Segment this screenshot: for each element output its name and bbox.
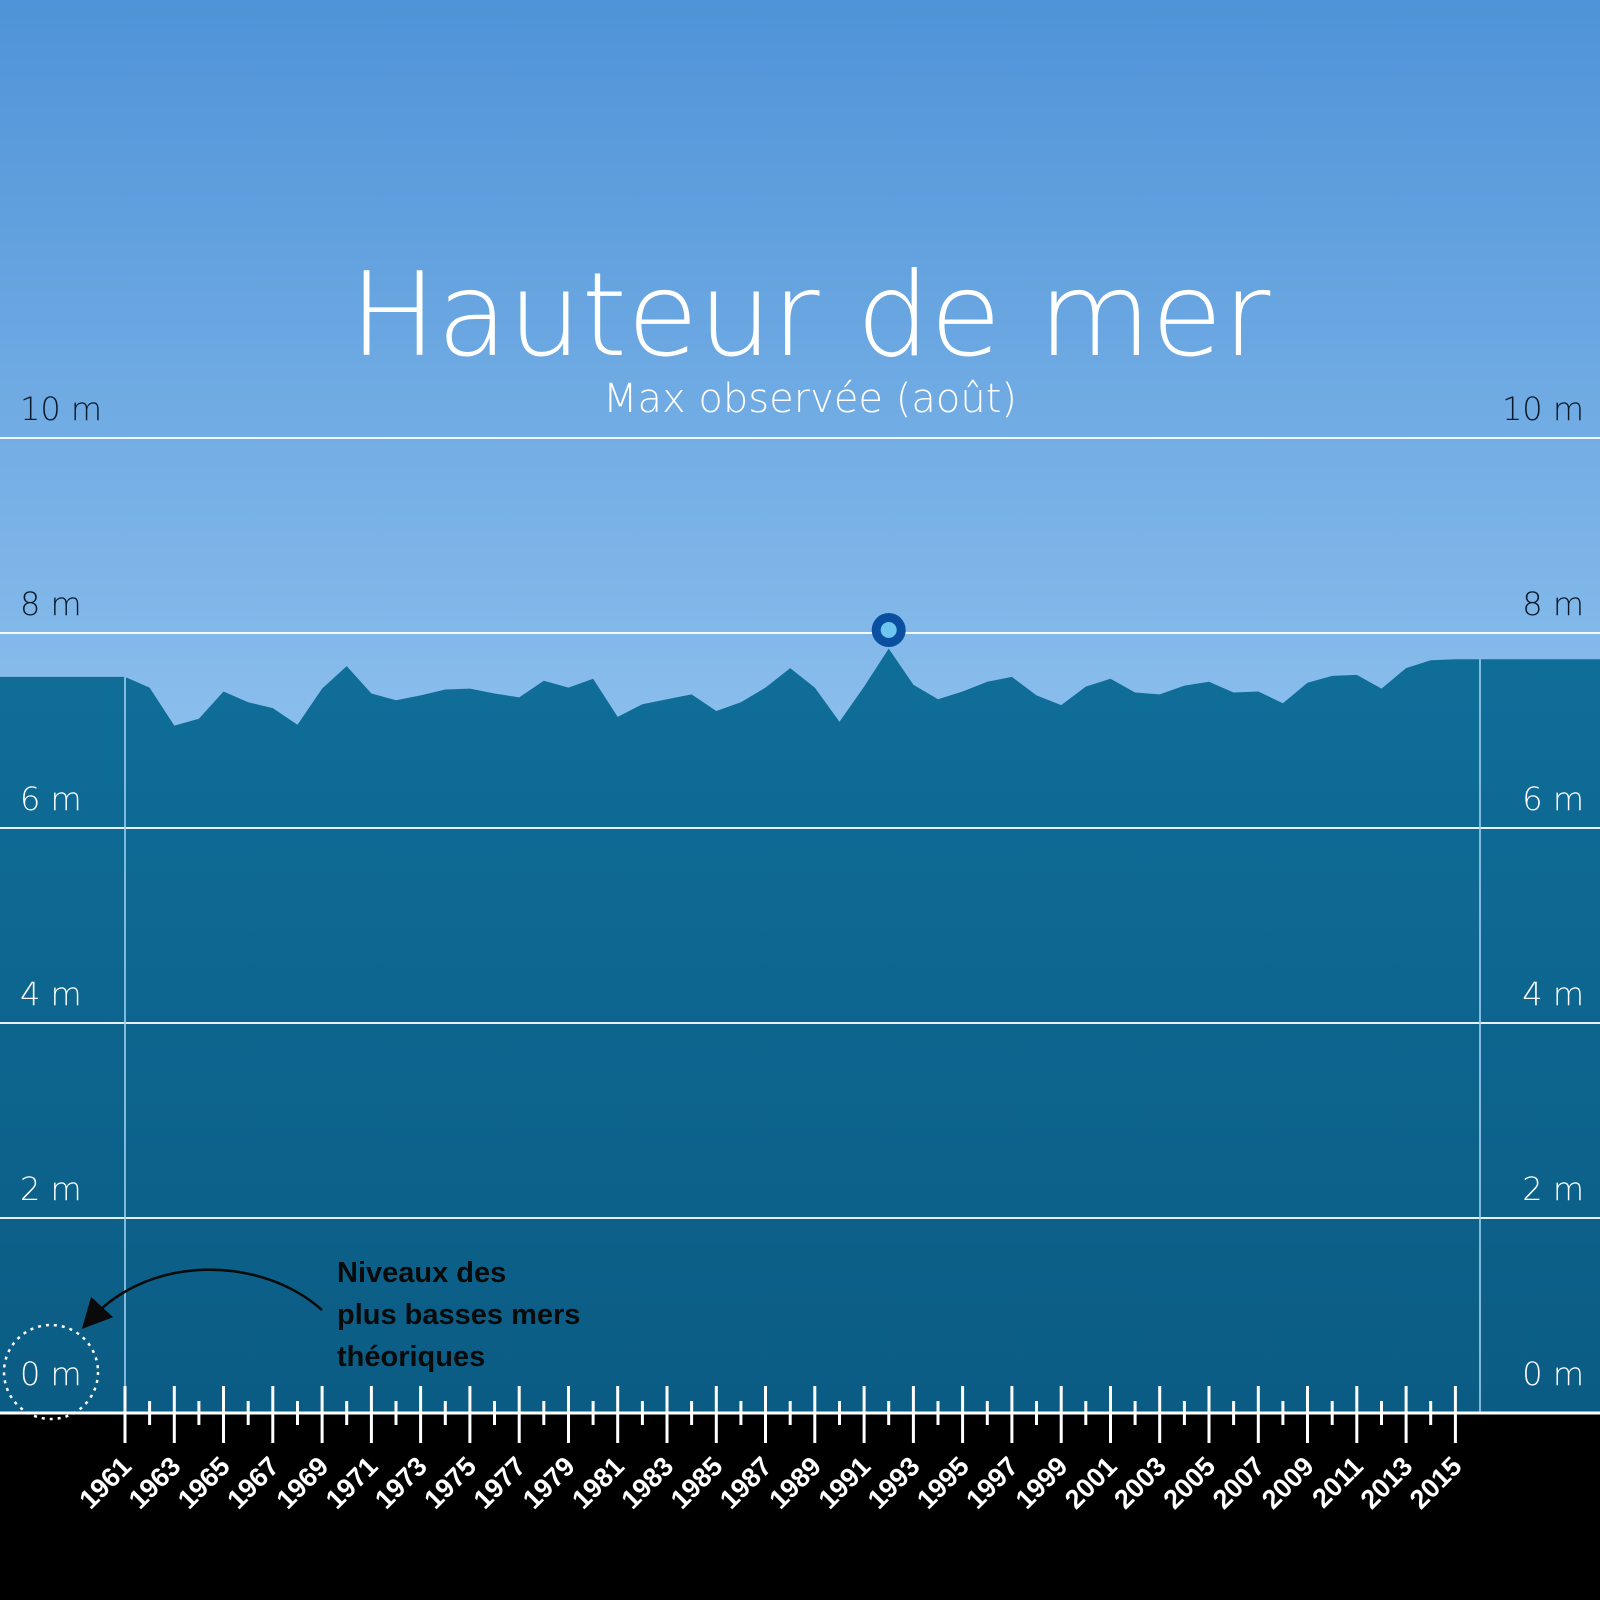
sea-level-area <box>0 648 1600 1413</box>
peak-marker-core <box>880 622 897 638</box>
y-tick-label: 6 m <box>1522 780 1584 818</box>
y-tick-label: 4 m <box>1522 975 1584 1013</box>
y-tick-label: 4 m <box>20 975 82 1013</box>
chart-subtitle: Max observée (août) <box>603 376 1017 422</box>
zero-level-circle <box>2 1323 100 1421</box>
y-tick-label: 2 m <box>1522 1170 1584 1208</box>
y-axis-left: 0 m 2 m 4 m 6 m 8 m 10 m <box>20 390 102 1393</box>
y-tick-label: 8 m <box>1522 585 1584 623</box>
svg-text:Niveaux des plus basse: Niveaux des plus basses mers théoriques <box>337 1257 588 1373</box>
y-tick-label: 2 m <box>20 1170 82 1208</box>
y-tick-label: 0 m <box>1522 1355 1584 1393</box>
y-tick-label: 6 m <box>20 780 82 818</box>
grid-lines <box>0 437 1600 1413</box>
annotation-arrow <box>81 1268 323 1330</box>
chart-title: Hauteur de mer <box>350 248 1271 383</box>
y-tick-label: 10 m <box>1502 390 1584 428</box>
y-tick-label: 8 m <box>20 585 82 623</box>
y-axis-right: 0 m 2 m 4 m 6 m 8 m 10 m <box>1502 390 1584 1393</box>
annotation: Niveaux des plus basses mers théoriques <box>2 1257 588 1421</box>
annotation-line-3: théoriques <box>337 1341 485 1373</box>
ground-band <box>0 1413 1600 1600</box>
y-tick-label: 10 m <box>20 390 102 428</box>
annotation-line-2: plus basses mers <box>337 1299 580 1331</box>
y-tick-label: 0 m <box>20 1355 82 1393</box>
peak-marker <box>871 613 906 647</box>
annotation-line-1: Niveaux des <box>337 1257 506 1289</box>
